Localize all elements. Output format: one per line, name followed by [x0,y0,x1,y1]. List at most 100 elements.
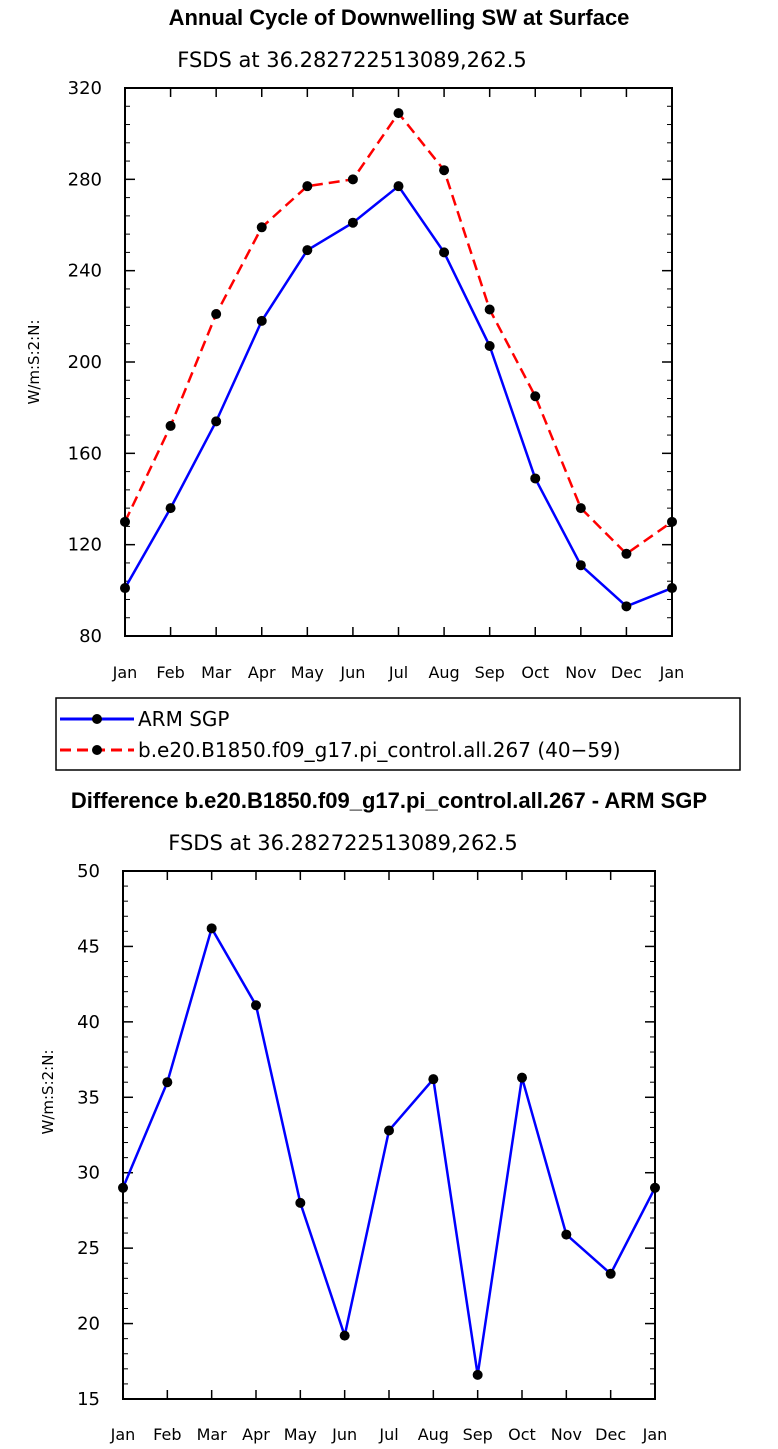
legend-label-arm-sgp: ARM SGP [138,707,229,731]
data-point [393,181,404,192]
data-point [384,1125,394,1136]
series-line-b-e20-b1850-f09-g17-pi-control-all-267-40-59 [123,111,673,556]
x-tick-label: May [284,1425,317,1444]
y-tick-label: 30 [77,1163,100,1184]
x-tick-label: Jan [112,663,138,682]
y-tick-label: 280 [68,169,102,190]
data-point [621,548,632,559]
y-tick-label: 15 [77,1389,100,1410]
legend-box [55,697,741,771]
legend-marker-arm-sgp [92,714,102,724]
data-point [347,174,358,185]
x-tick-label: Jul [388,663,408,682]
series-line-difference [121,925,657,1376]
plot-frame [124,87,673,637]
x-tick-label: Jan [110,1425,136,1444]
data-point [561,1229,572,1240]
x-tick-label: Mar [197,1425,228,1444]
data-point [667,583,677,594]
data-point [530,391,541,402]
annual-cycle-chart: Annual Cycle of Downwelling SW at Surfac… [25,5,741,771]
x-tick-label: Feb [156,663,184,682]
data-point [347,217,358,228]
data-point [118,1182,128,1193]
x-tick-label: Mar [201,663,232,682]
x-tick-label: Nov [565,663,596,682]
x-tick-label: Jun [331,1425,357,1444]
series-group [118,923,660,1380]
y-tick-label: 200 [68,352,102,373]
y-axis-label: W/m:S:2:N: [39,1050,57,1135]
y-tick-label: 320 [68,78,102,99]
data-point [621,601,632,612]
x-tick-label: Aug [418,1425,449,1444]
x-tick-label: Jan [659,663,685,682]
data-point [484,341,495,352]
data-point [256,222,267,233]
y-tick-label: 20 [77,1314,100,1335]
axis-ticks: Jan Feb Mar Apr May Jun Jul Aug Sep Oct Nov Dec Jan 1… [77,861,667,1444]
y-tick-label: 50 [77,861,100,882]
data-point [439,165,450,176]
data-point [530,473,541,484]
x-tick-label: May [291,663,324,682]
data-point [339,1330,350,1341]
legend-label-model: b.e20.B1850.f09_g17.pi_control.all.267 (… [138,738,621,762]
data-point [605,1268,616,1279]
x-tick-label: Feb [153,1425,181,1444]
series-line-arm-sgp [123,184,673,608]
y-tick-label: 35 [77,1087,100,1108]
data-point [650,1182,660,1193]
y-tick-label: 240 [68,261,102,282]
x-tick-label: Oct [521,663,549,682]
data-point [206,923,217,934]
data-point [120,516,130,527]
data-point [295,1197,306,1208]
y-tick-label: 40 [77,1012,100,1033]
series-group [120,108,677,612]
x-tick-label: Aug [428,663,459,682]
x-tick-label: Sep [475,663,505,682]
y-tick-label: 80 [79,626,102,647]
data-point [575,560,586,571]
x-tick-label: Dec [611,663,642,682]
x-tick-label: Jun [339,663,365,682]
data-point [251,1000,261,1011]
chart-title: Difference b.e20.B1850.f09_g17.pi_contro… [71,788,707,813]
data-point [165,503,176,514]
data-point [302,181,313,192]
data-point [428,1074,439,1085]
y-tick-label: 25 [77,1238,100,1259]
y-tick-label: 160 [68,443,102,464]
x-tick-label: Oct [508,1425,536,1444]
data-point [393,108,404,119]
data-point [302,245,313,256]
data-point [575,503,586,514]
x-tick-label: Dec [595,1425,626,1444]
data-point [472,1369,483,1380]
data-point [667,516,677,527]
data-point [256,315,267,326]
x-tick-label: Apr [242,1425,270,1444]
x-tick-label: Jul [378,1425,398,1444]
data-point [211,416,222,427]
chart-subtitle: FSDS at 36.282722513089,262.5 [177,48,527,72]
data-point [120,583,130,594]
data-point [439,247,450,258]
data-point [517,1072,527,1083]
chart-subtitle: FSDS at 36.282722513089,262.5 [168,831,518,855]
data-point [211,309,222,320]
difference-chart: Difference b.e20.B1850.f09_g17.pi_contro… [39,788,707,1444]
x-tick-label: Sep [463,1425,493,1444]
x-tick-label: Nov [551,1425,582,1444]
data-point [484,304,495,315]
chart-title: Annual Cycle of Downwelling SW at Surfac… [169,5,630,30]
x-tick-label: Apr [248,663,276,682]
y-axis-label: W/m:S:2:N: [25,320,43,405]
legend: ARM SGP b.e20.B1850.f09_g17.pi_control.a… [55,697,741,771]
data-point [165,420,176,431]
legend-marker-model [92,745,102,755]
axis-ticks: Jan Feb Mar Apr May Jun Jul Aug Sep Oct Nov Dec Jan 8… [68,78,685,682]
data-point [162,1077,173,1088]
